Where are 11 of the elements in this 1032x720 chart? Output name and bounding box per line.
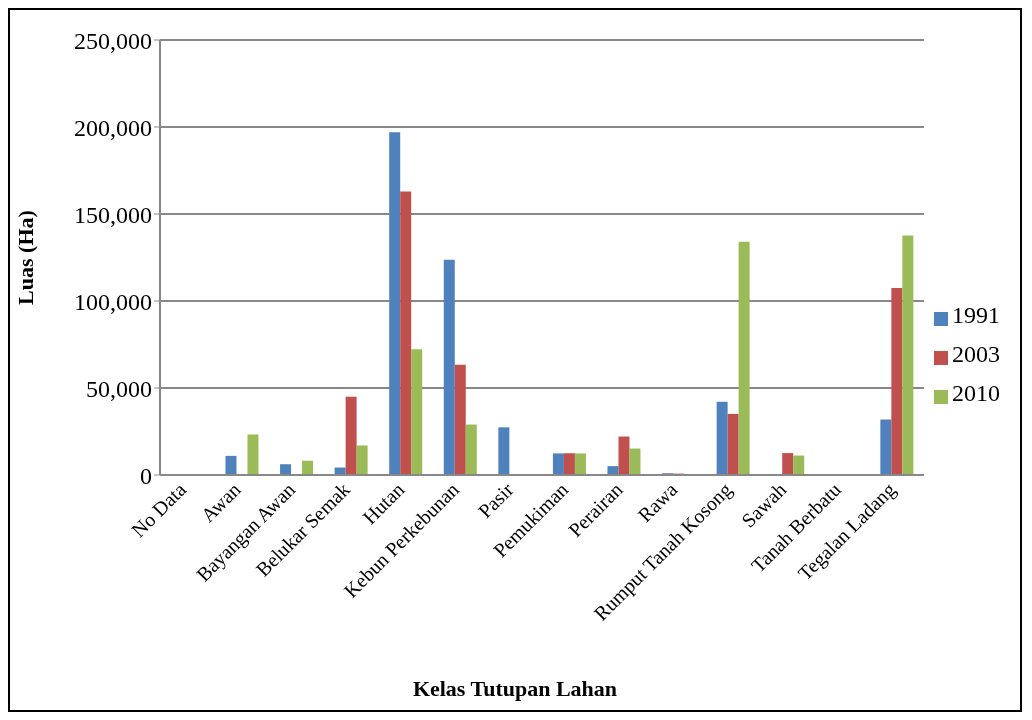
y-axis-title: Luas (Ha) [12,210,38,305]
x-axis-title: Kelas Tutupan Lahan [411,676,619,702]
y-tick-label: 0 [140,462,152,489]
y-tick-label: 50,000 [86,375,152,402]
y-tick-label: 200,000 [74,114,152,141]
legend-label: 2003 [952,340,1000,367]
y-tick-label: 100,000 [74,288,152,315]
legend-label: 2010 [952,379,1000,406]
y-tick-label: 250,000 [74,27,152,54]
y-tick-label: 150,000 [74,201,152,228]
legend-label: 1991 [952,301,1000,328]
